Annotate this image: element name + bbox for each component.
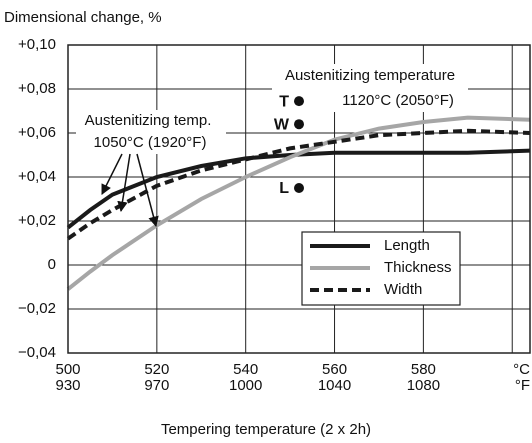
y-tick-label: −0,04	[18, 344, 56, 361]
x-tick-label: 560	[322, 361, 347, 378]
annotation-bg	[76, 110, 226, 154]
point-label: W	[274, 116, 290, 133]
y-tick-label: +0,02	[18, 212, 56, 229]
point	[294, 96, 304, 107]
x-tick-label: 540	[233, 361, 258, 378]
chart-title: Dimensional change, %	[4, 9, 162, 26]
y-tick-label: +0,04	[18, 168, 56, 185]
x-tick-label-fahrenheit: 1040	[318, 377, 351, 394]
x-tick-label-fahrenheit: °F	[515, 377, 530, 394]
x-tick-label: 500	[55, 361, 80, 378]
arrow	[136, 153, 159, 228]
point-label: L	[279, 180, 289, 197]
x-tick-label-fahrenheit: 970	[144, 377, 169, 394]
series-line	[66, 115, 531, 291]
x-tick-label: 580	[411, 361, 436, 378]
arrow	[101, 153, 123, 195]
annotation: Austenitizing temperature	[285, 67, 455, 84]
x-tick-label-fahrenheit: 1080	[407, 377, 440, 394]
y-tick-label: +0,08	[18, 80, 56, 97]
legend-label: Thickness	[384, 259, 452, 276]
annotation-bg	[272, 64, 468, 112]
y-tick-label: −0,02	[18, 300, 56, 317]
x-axis-label: Tempering temperature (2 x 2h)	[161, 421, 371, 438]
x-tick-label-fahrenheit: 930	[55, 377, 80, 394]
y-tick-label: 0	[48, 256, 56, 273]
series-line	[66, 148, 531, 230]
x-tick-label: 520	[144, 361, 169, 378]
annotation: 1050°C (1920°F)	[94, 134, 207, 151]
legend-label: Width	[384, 281, 422, 298]
legend-label: Length	[384, 237, 430, 254]
x-tick-label-fahrenheit: 1000	[229, 377, 262, 394]
point	[294, 183, 304, 193]
arrow	[117, 153, 131, 213]
legend: Length Thickness Width	[301, 231, 461, 306]
lines	[66, 115, 531, 291]
annotation: 1120°C (2050°F)	[342, 92, 454, 109]
y-tick-label: +0,06	[18, 124, 56, 141]
point	[294, 119, 304, 130]
annotation: Austenitizing temp.	[85, 112, 212, 129]
x-tick-label: °C	[513, 361, 530, 378]
y-tick-label: +0,10	[18, 36, 56, 53]
points: TW L	[274, 93, 304, 197]
series-line	[66, 128, 531, 241]
point-label: T	[279, 93, 289, 110]
plot-frame	[67, 44, 531, 354]
